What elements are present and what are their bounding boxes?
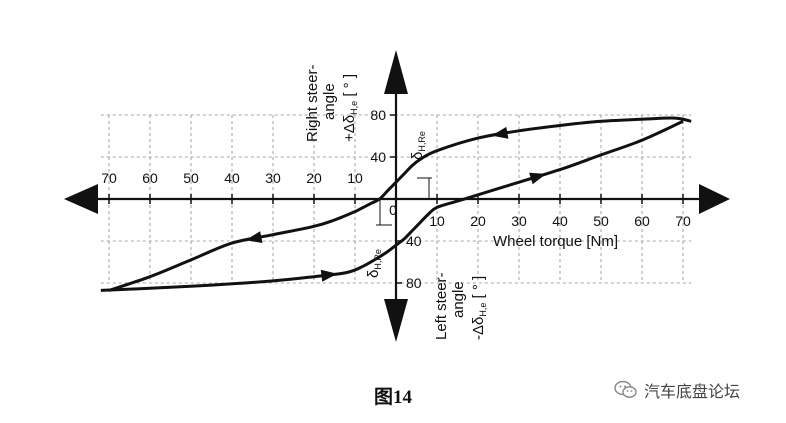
direction-arrow	[320, 269, 338, 282]
annot-lower-delta: δ	[365, 270, 382, 278]
x-tick-label: 20	[306, 170, 322, 186]
x-tick-label: 40	[552, 213, 568, 229]
x-tick-label: 10	[429, 213, 445, 229]
lower-label-line1: Left steer-	[433, 272, 450, 340]
upper-label-line1: Right steer-	[304, 64, 321, 142]
axes	[64, 50, 730, 342]
wechat-logo-icon	[614, 380, 637, 398]
annotation-upper: δH,Re	[409, 131, 432, 199]
lower-label-unit: [ ° ]	[470, 276, 487, 303]
upper-label-line3: +ΔδH,e [ ° ]	[341, 74, 359, 142]
annot-upper-sub: H,Re	[417, 131, 427, 152]
x-tick-label: 70	[675, 213, 691, 229]
lower-label-delta: -Δδ	[470, 317, 487, 340]
annot-upper-delta: δ	[409, 152, 426, 160]
x-tick-label: 20	[470, 213, 486, 229]
x-axis-label: Wheel torque [Nm]	[493, 233, 618, 250]
figure-caption: 图14	[373, 387, 412, 408]
direction-arrow	[529, 172, 547, 185]
x-tick-label: 60	[634, 213, 650, 229]
curves	[100, 116, 692, 292]
y-axis-arrow-down	[384, 299, 408, 342]
annotation-lower: δH,Re	[365, 199, 392, 278]
series-line-1	[108, 116, 692, 292]
annot-upper-text: δH,Re	[409, 131, 427, 160]
x-tick-label: 10	[347, 170, 363, 186]
y-tick-label: 40	[406, 233, 422, 249]
x-tick-label: 30	[265, 170, 281, 186]
upper-label-sub: H,e	[349, 101, 359, 115]
x-tick-label: 40	[224, 170, 240, 186]
x-tick-label: 50	[183, 170, 199, 186]
direction-arrow	[245, 231, 263, 243]
lower-label-line3: -ΔδH,e [ ° ]	[470, 276, 488, 340]
y-axis-arrow-up	[384, 50, 408, 94]
watermark-text: 汽车底盘论坛	[644, 382, 741, 401]
x-axis-arrow-right	[699, 184, 730, 214]
upper-y-axis-label: Right steer- angle +ΔδH,e [ ° ]	[304, 64, 359, 142]
lower-label-sub: H,e	[478, 303, 488, 317]
x-axis-arrow-left	[64, 184, 98, 214]
x-tick-label: 0	[389, 202, 397, 218]
watermark: 汽车底盘论坛	[614, 378, 740, 402]
upper-label-line2: angle	[321, 83, 338, 120]
upper-label-unit: [ ° ]	[341, 74, 358, 101]
y-tick-label: 80	[370, 107, 386, 123]
annot-lower-text: δH,Re	[365, 249, 383, 278]
x-tick-label: 50	[593, 213, 609, 229]
hysteresis-chart: 70 60 50 40 30 20 10 0 10 20 30 40 50 60 70 80 40 40 80 W…	[64, 50, 730, 342]
x-ticks: 70 60 50 40 30 20 10 0 10 20 30 40 50 60 70	[101, 170, 691, 229]
lower-label-line2: angle	[450, 281, 467, 318]
y-tick-label: 40	[370, 149, 386, 165]
x-tick-label: 30	[511, 213, 527, 229]
x-tick-label: 60	[142, 170, 158, 186]
y-tick-label: 80	[406, 275, 422, 291]
direction-arrow	[491, 126, 509, 139]
annot-lower-sub: H,Re	[373, 249, 383, 270]
lower-y-axis-label: Left steer- angle -ΔδH,e [ ° ]	[433, 272, 488, 340]
x-tick-label: 70	[101, 170, 117, 186]
upper-label-delta: +Δδ	[341, 115, 358, 142]
